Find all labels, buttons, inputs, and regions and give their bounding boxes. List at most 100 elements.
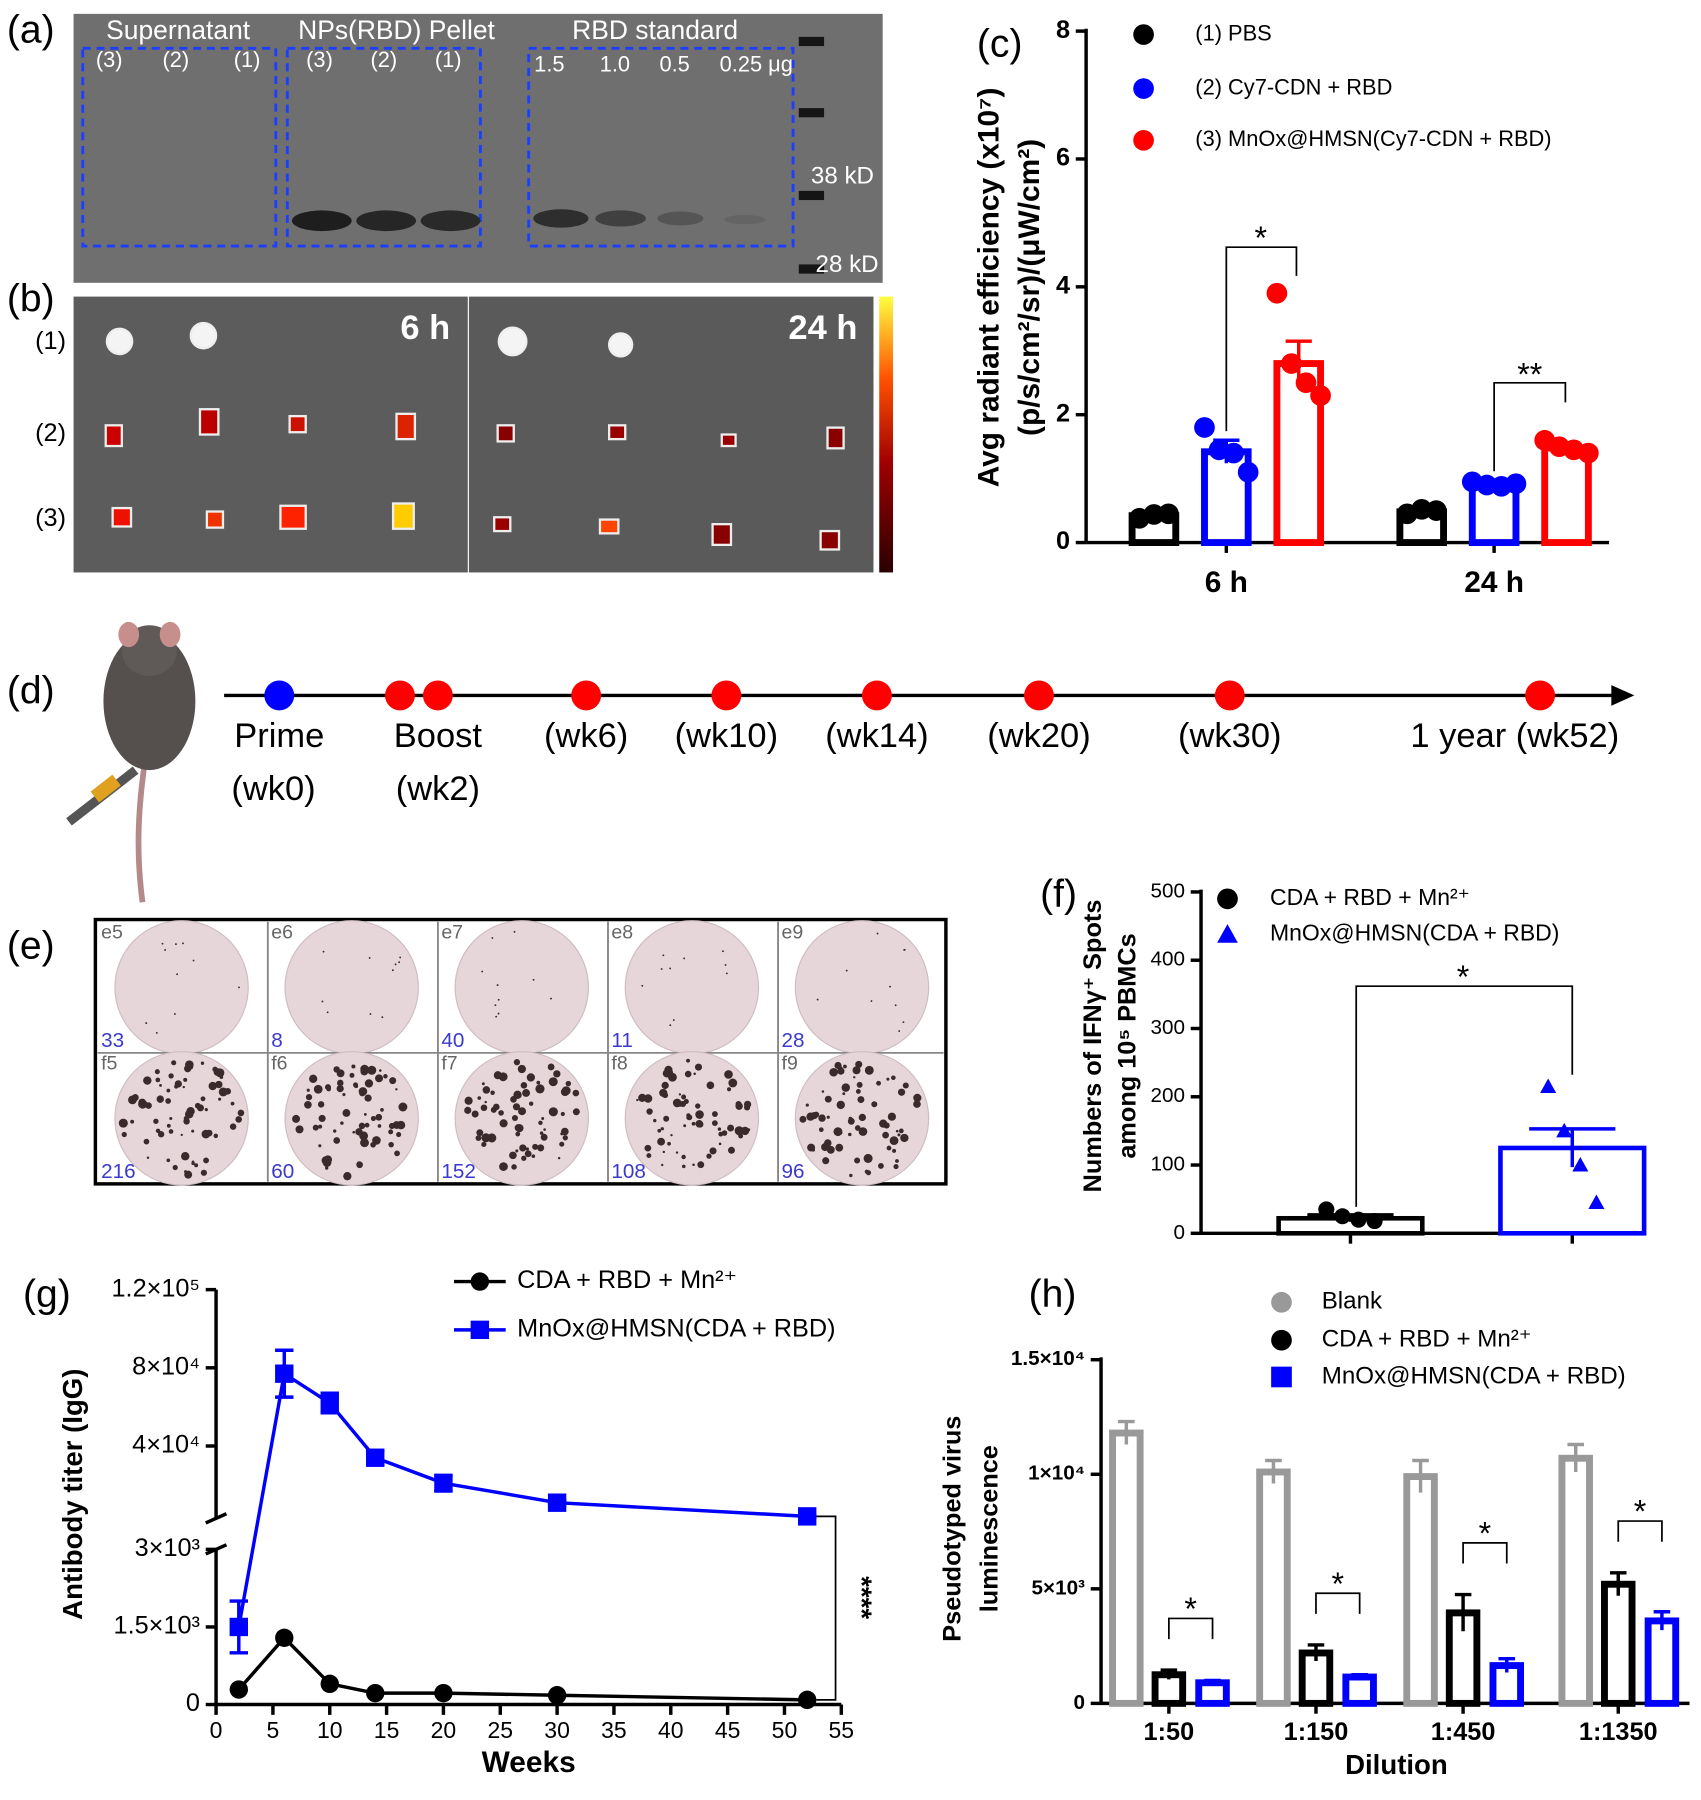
spot <box>913 1100 921 1108</box>
spot <box>675 1151 679 1154</box>
timeline-sublabel: (wk2) <box>396 770 480 808</box>
spot <box>181 1152 190 1161</box>
spot <box>521 1111 525 1115</box>
spot <box>743 1104 751 1111</box>
spot <box>521 1155 527 1161</box>
spot <box>553 1070 561 1078</box>
spot <box>324 1166 329 1170</box>
spot <box>693 1072 696 1075</box>
data-point <box>798 1507 817 1526</box>
spot <box>893 1164 899 1170</box>
spot <box>864 1065 874 1075</box>
panel-label: (g) <box>23 1273 71 1316</box>
spot <box>661 1163 664 1167</box>
y-tick-label: 1.2×10⁵ <box>112 1274 200 1302</box>
spot <box>219 1075 224 1079</box>
legend-label: MnOx@HMSN(CDA + RBD) <box>517 1315 835 1343</box>
legend-marker <box>470 1272 490 1291</box>
spot <box>816 998 819 1001</box>
spot <box>683 1124 687 1128</box>
spot <box>853 1076 856 1079</box>
spot <box>497 998 500 1001</box>
spot <box>515 1124 524 1133</box>
legend-marker <box>1217 924 1238 943</box>
spot <box>902 1021 905 1024</box>
y-tick-label: 0 <box>1056 527 1070 555</box>
gel-group-label: RBD standard <box>572 15 738 45</box>
x-tick-label: 55 <box>829 1717 855 1743</box>
spot <box>638 1093 647 1103</box>
spot <box>191 1161 195 1166</box>
data-point <box>1143 504 1165 525</box>
spot <box>681 1094 687 1100</box>
spot <box>835 1143 844 1152</box>
spot <box>121 1131 127 1138</box>
significance-bracket <box>1617 1520 1663 1542</box>
y-tick-label: 0 <box>1073 1691 1084 1714</box>
spot <box>168 1073 174 1079</box>
spot <box>515 1149 519 1153</box>
timeline-label: (wk10) <box>675 717 778 755</box>
spot <box>709 1147 717 1155</box>
panel-label: (a) <box>7 9 55 52</box>
spot <box>898 1030 901 1032</box>
spot <box>378 1069 382 1072</box>
spot <box>525 1147 529 1151</box>
spot <box>657 1137 666 1146</box>
y-tick-label: 0 <box>186 1689 200 1717</box>
spot <box>892 1148 897 1153</box>
panel-label: (h) <box>1029 1273 1077 1316</box>
timeline-label: (wk20) <box>987 717 1090 755</box>
significance-bracket <box>1168 1617 1214 1640</box>
spot <box>292 1114 301 1123</box>
legend-label: Blank <box>1322 1288 1383 1315</box>
significance-label: * <box>1184 1591 1197 1627</box>
data-point <box>320 1674 339 1694</box>
bar <box>1195 1679 1230 1707</box>
error-bar <box>1454 1592 1472 1632</box>
spot <box>886 1077 890 1081</box>
x-tick-label: 1:150 <box>1284 1718 1349 1746</box>
spot <box>647 1096 651 1100</box>
gel-lane-label: (1) <box>435 47 462 72</box>
gel-group-label: Supernatant <box>106 15 251 45</box>
spot <box>352 1130 356 1134</box>
spot <box>863 1153 873 1163</box>
spot <box>829 1067 838 1077</box>
spot <box>717 1127 722 1131</box>
bar <box>1151 1671 1187 1707</box>
significance-label: * <box>1332 1566 1345 1602</box>
spot <box>824 1095 832 1103</box>
y-tick-label: 500 <box>1150 879 1185 902</box>
spot <box>318 1124 323 1129</box>
timeline-dot <box>571 680 602 711</box>
well-id: e7 <box>441 921 463 943</box>
spot <box>882 1131 889 1139</box>
spot <box>333 1129 337 1133</box>
spot <box>681 1164 686 1169</box>
gel-box <box>285 46 482 248</box>
legend-marker <box>470 1320 490 1340</box>
spot <box>398 961 401 964</box>
spot <box>370 1141 376 1148</box>
significance-label: * <box>1255 220 1268 256</box>
gel-lane-label: (3) <box>96 47 123 72</box>
spot <box>532 978 535 981</box>
spot <box>192 959 195 962</box>
gel-lane-label: 0.25 μg <box>720 51 793 76</box>
spot <box>822 1157 830 1165</box>
spot <box>727 1124 735 1132</box>
spot <box>399 956 402 959</box>
spot <box>536 1080 541 1085</box>
data-point <box>1223 442 1244 464</box>
spot <box>537 1144 545 1152</box>
spot <box>309 1074 318 1083</box>
spot <box>388 1129 394 1135</box>
data-point <box>1318 1201 1335 1218</box>
spot <box>876 1080 881 1086</box>
spot <box>870 1000 873 1002</box>
spot <box>375 1074 383 1083</box>
y-tick-label: 2 <box>1056 399 1070 427</box>
spot <box>392 1121 401 1129</box>
